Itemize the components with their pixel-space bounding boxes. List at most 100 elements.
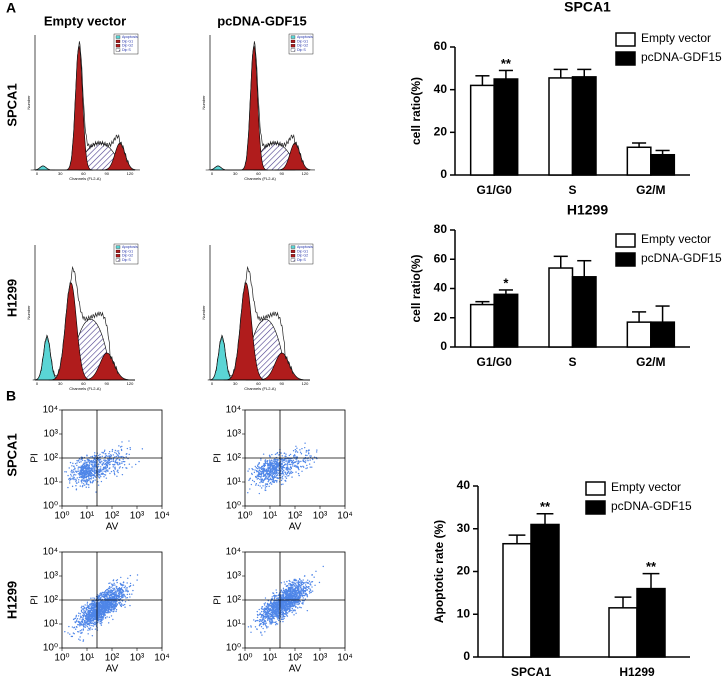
flow-dot — [251, 468, 252, 469]
flow-dot — [312, 590, 313, 591]
flow-dot — [106, 616, 107, 617]
flow-dot — [77, 631, 78, 632]
flow-dot — [259, 621, 260, 622]
flow-dot — [289, 610, 290, 611]
flow-dot — [83, 608, 84, 609]
flow-dot — [266, 608, 267, 609]
flow-dot — [68, 626, 69, 627]
flow-dot — [254, 481, 255, 482]
flow-y-tick-label: 10⁴ — [43, 405, 58, 416]
flow-dot — [285, 593, 286, 594]
flow-dot — [91, 623, 92, 624]
flow-dot — [267, 484, 268, 485]
flow-dot — [76, 462, 77, 463]
flow-dot — [100, 466, 101, 467]
flow-dot — [276, 469, 277, 470]
flow-dot — [87, 459, 88, 460]
flow-dot — [94, 624, 95, 625]
flow-dot — [121, 456, 122, 457]
flow-dot — [78, 470, 79, 471]
flow-dot — [264, 620, 265, 621]
flow-dot — [275, 614, 276, 615]
flow-dot — [261, 626, 262, 627]
flow-dot — [261, 466, 262, 467]
flow-dot — [273, 463, 274, 464]
flow-dot — [113, 611, 114, 612]
flow-dot — [129, 594, 130, 595]
flow-dot — [299, 449, 300, 450]
flow-dot — [284, 460, 285, 461]
flow-dot — [298, 475, 299, 476]
flow-dot — [292, 586, 293, 587]
flow-dot — [288, 590, 289, 591]
flow-dot — [106, 602, 107, 603]
flow-dot — [81, 481, 82, 482]
flow-dot — [270, 623, 271, 624]
flow-dot — [115, 603, 116, 604]
flow-dot — [94, 468, 95, 469]
histogram-tick-label: 90 — [280, 381, 285, 386]
flow-dot — [305, 587, 306, 588]
flow-dot — [262, 476, 263, 477]
flow-dot — [101, 604, 102, 605]
flow-dot — [112, 451, 113, 452]
flow-dot — [131, 593, 132, 594]
annotation: * — [503, 275, 509, 290]
flow-dot — [98, 463, 99, 464]
flow-dot — [271, 483, 272, 484]
flow-dot — [295, 471, 296, 472]
flow-dot — [108, 607, 109, 608]
flow-y-tick-label: 10³ — [44, 429, 59, 440]
histogram-legend-swatch — [291, 44, 295, 47]
flow-dot — [125, 589, 126, 590]
flow-dot — [276, 481, 277, 482]
flow-dot — [304, 443, 305, 444]
flow-y-label: PI — [213, 453, 224, 462]
flow-dot — [113, 466, 114, 467]
flow-dot — [90, 598, 91, 599]
flow-dot — [81, 621, 82, 622]
flow-dot — [125, 586, 126, 587]
flow-dot — [100, 592, 101, 593]
flow-dot — [272, 622, 273, 623]
flow-dot — [86, 476, 87, 477]
flow-dot — [104, 595, 105, 596]
flow-dot — [285, 590, 286, 591]
panel-label: A — [6, 0, 16, 16]
flow-dot — [74, 468, 75, 469]
flow-dot — [89, 468, 90, 469]
flow-dot — [104, 451, 105, 452]
flow-dot — [94, 471, 95, 472]
flow-dot — [76, 471, 77, 472]
flow-dot — [261, 473, 262, 474]
histogram-legend-swatch — [116, 250, 120, 253]
flow-dot — [282, 476, 283, 477]
flow-dot — [275, 589, 276, 590]
flow-dot — [111, 594, 112, 595]
flow-dot — [128, 591, 129, 592]
flow-dot — [272, 471, 273, 472]
y-tick-label: 20 — [434, 125, 448, 139]
flow-dot — [282, 609, 283, 610]
flow-dot — [266, 473, 267, 474]
flow-dot — [298, 601, 299, 602]
flow-dot — [125, 601, 126, 602]
flow-dot — [280, 452, 281, 453]
flow-dot — [76, 626, 77, 627]
flow-y-tick-label: 10³ — [227, 571, 242, 582]
flow-dot — [260, 477, 261, 478]
flow-dot — [260, 624, 261, 625]
legend-swatch — [616, 33, 635, 46]
flow-dot — [94, 473, 95, 474]
flow-dot — [78, 479, 79, 480]
flow-dot — [305, 451, 306, 452]
flow-dot — [114, 456, 115, 457]
flow-dot — [109, 451, 110, 452]
flow-dot — [288, 608, 289, 609]
flow-dot — [291, 612, 292, 613]
flow-dot — [121, 450, 122, 451]
flow-y-tick-label: 10⁴ — [226, 547, 241, 558]
flow-dot — [275, 454, 276, 455]
flow-dot — [101, 622, 102, 623]
flow-dot — [281, 590, 282, 591]
